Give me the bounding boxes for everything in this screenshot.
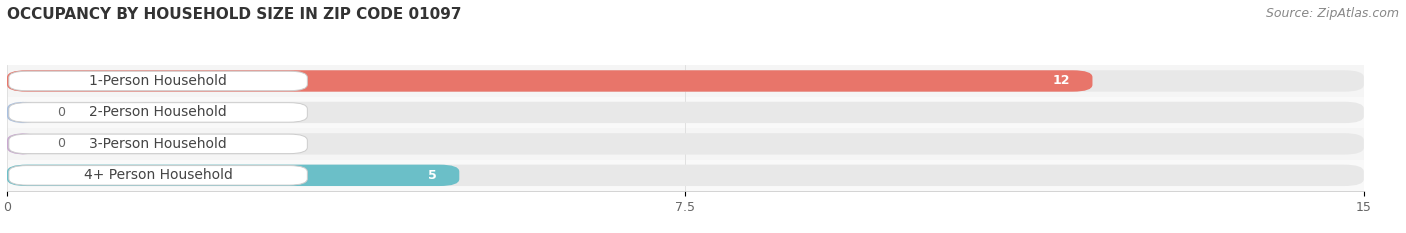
Text: OCCUPANCY BY HOUSEHOLD SIZE IN ZIP CODE 01097: OCCUPANCY BY HOUSEHOLD SIZE IN ZIP CODE … [7, 7, 461, 22]
FancyBboxPatch shape [7, 70, 1092, 92]
FancyBboxPatch shape [8, 134, 308, 154]
FancyBboxPatch shape [7, 102, 39, 123]
FancyBboxPatch shape [7, 165, 460, 186]
Text: 1-Person Household: 1-Person Household [89, 74, 226, 88]
FancyBboxPatch shape [7, 133, 39, 154]
FancyBboxPatch shape [7, 102, 1364, 123]
Text: 3-Person Household: 3-Person Household [89, 137, 226, 151]
FancyBboxPatch shape [7, 133, 1364, 154]
FancyBboxPatch shape [7, 165, 1364, 186]
FancyBboxPatch shape [8, 71, 308, 91]
Bar [7, 65, 1364, 97]
Text: 2-Person Household: 2-Person Household [89, 105, 226, 120]
Text: 12: 12 [1052, 75, 1070, 87]
Text: Source: ZipAtlas.com: Source: ZipAtlas.com [1265, 7, 1399, 20]
Bar [7, 97, 1364, 128]
Bar [7, 160, 1364, 191]
Text: 0: 0 [56, 106, 65, 119]
Bar [7, 128, 1364, 160]
Text: 0: 0 [56, 137, 65, 150]
FancyBboxPatch shape [8, 103, 308, 122]
FancyBboxPatch shape [8, 166, 308, 185]
FancyBboxPatch shape [7, 70, 1364, 92]
Text: 4+ Person Household: 4+ Person Household [83, 168, 232, 182]
Text: 5: 5 [427, 169, 437, 182]
